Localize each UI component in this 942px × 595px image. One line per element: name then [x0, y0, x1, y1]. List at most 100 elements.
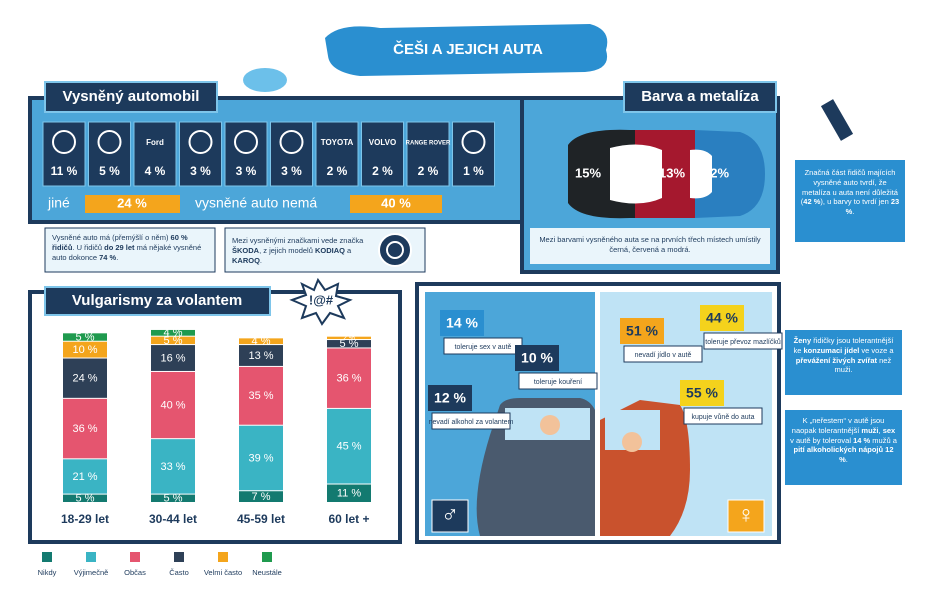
value-label: 21 % — [72, 471, 97, 483]
note: K „neřestem“ v autě jsou naopak tolerant… — [790, 416, 897, 465]
brand-share: 2 % — [418, 164, 439, 178]
habit-share-box — [680, 380, 724, 406]
brand-tile — [406, 121, 450, 187]
value-label: 45 % — [336, 441, 361, 453]
note-text: ), u barvy to tvrdí jen — [820, 197, 891, 207]
brand-share: 5 % — [99, 164, 120, 178]
title: ČEŠI A JEJICH AUTA — [393, 40, 543, 58]
value-label: 16 % — [160, 352, 185, 364]
note-text: . — [116, 252, 119, 262]
bar-segment — [239, 425, 283, 491]
brand-share: 3 % — [236, 164, 257, 178]
note-box — [785, 410, 902, 485]
colors-title: Barva a metalíza — [641, 88, 759, 105]
bar-segment — [151, 345, 195, 371]
value-label: 11 % — [337, 488, 361, 500]
note: Ženy řidičky jsou tolerantnější ke konzu… — [790, 336, 897, 375]
car-windshield — [610, 144, 662, 204]
note-text: , — [878, 425, 883, 435]
brand-share: 3 % — [281, 164, 302, 178]
habit-label: kupuje vůně do auta — [691, 413, 754, 421]
note-box — [795, 160, 905, 242]
habit-label: toleruje převoz mazlíčků — [705, 338, 781, 346]
value-label: 24 % — [72, 373, 97, 385]
value-label: 7 % — [252, 491, 271, 503]
car-rear-window — [690, 149, 712, 199]
note-text: mužů a — [870, 435, 897, 445]
women-symbol: ♀ — [737, 501, 755, 528]
bar-segment — [63, 494, 107, 502]
note-text: muži — [861, 425, 879, 435]
habit-label-box — [623, 345, 703, 363]
value-label: 36 % — [72, 423, 97, 435]
legend-label: Velmi často — [204, 568, 242, 577]
note-text: do 29 let — [104, 242, 135, 252]
note-text: sex — [882, 425, 896, 435]
habit-label-box — [431, 412, 511, 430]
brand-share: 11 % — [51, 164, 78, 178]
note-text: a — [344, 245, 352, 255]
women-symbol-box — [727, 499, 765, 533]
cloud — [243, 68, 287, 92]
note-text: v autě by toleroval — [790, 435, 854, 445]
legend-swatch — [130, 552, 140, 562]
bar-segment — [63, 358, 107, 398]
value-label: 4 % — [164, 327, 183, 339]
bar-segment — [63, 459, 107, 494]
brand-logo — [234, 130, 258, 154]
vulgarisms-tab — [44, 286, 271, 316]
note-text: Mezi vysněnými značkami vede značka — [232, 236, 364, 245]
man — [540, 415, 560, 435]
legend-label: Často — [169, 568, 189, 577]
note-text: ve voze a — [859, 345, 894, 355]
habit-label: nevadí alkohol za volantem — [429, 419, 514, 426]
color-share: 13% — [659, 165, 685, 180]
brand-share: 1 % — [463, 164, 484, 178]
category-label: 18-29 let — [61, 512, 109, 526]
bar-segment — [239, 338, 283, 345]
habit-share-box — [620, 318, 664, 344]
note-text: 74 % — [99, 252, 117, 262]
note-box — [785, 330, 902, 395]
chart-title: Vulgarismy za volantem — [72, 292, 242, 309]
value-label: 10 % — [72, 344, 97, 356]
habit-share-box — [428, 385, 472, 411]
other-share: 24 % — [117, 195, 147, 210]
value-label: 35 % — [248, 390, 273, 402]
note-text: 42 % — [803, 197, 821, 207]
legend-swatch — [86, 552, 96, 562]
brand-share: 2 % — [372, 164, 393, 178]
brush — [820, 99, 854, 141]
habit-label-box — [703, 332, 783, 350]
other-label: jiné — [47, 195, 70, 211]
habit-share-box — [700, 305, 744, 331]
bar-segment — [151, 439, 195, 494]
note-text: řidičky jsou tolerantnější ke — [793, 336, 894, 355]
burst — [289, 277, 353, 326]
value-label: 5 % — [76, 331, 95, 343]
value-label: 5 % — [164, 493, 183, 505]
bar-segment — [239, 345, 283, 366]
caption-box — [530, 228, 770, 264]
brand-logo — [188, 130, 213, 154]
value-label: 13 % — [248, 350, 273, 362]
brand-share: 2 % — [327, 164, 348, 178]
note-text: K „neřestem“ v autě jsou naopak tolerant… — [791, 416, 885, 435]
note-text: . — [852, 207, 855, 216]
habit-label: toleruje kouření — [534, 379, 582, 386]
note: Vysněné auto má (přemýšlí o něm) 60 % ři… — [52, 233, 210, 262]
skoda-logo-ring — [386, 241, 404, 259]
habit-label: toleruje sex v autě — [455, 344, 512, 351]
bar-segment — [239, 366, 283, 425]
note-text: , z jejich modelů — [259, 245, 315, 255]
bar-segment — [327, 348, 371, 408]
note: Mezi vysněnými značkami vede značka ŠKOD… — [232, 236, 377, 265]
bar-segment — [327, 336, 371, 340]
men-symbol-box — [431, 499, 469, 533]
color-share: 12% — [703, 165, 729, 180]
value-label: 40 % — [160, 399, 185, 411]
value-label: 4 % — [252, 336, 271, 348]
bar-segment — [239, 491, 283, 502]
legend-label: Neustále — [252, 568, 282, 577]
